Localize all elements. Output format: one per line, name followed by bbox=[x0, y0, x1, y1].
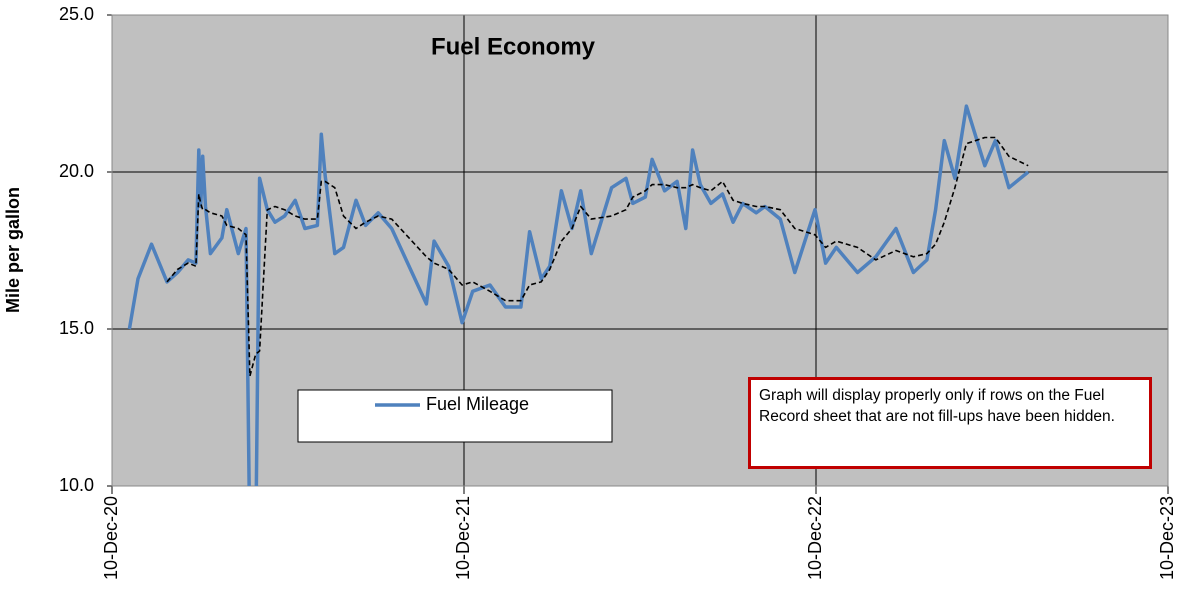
x-tick-label: 10-Dec-22 bbox=[805, 496, 825, 580]
x-tick-label: 10-Dec-21 bbox=[453, 496, 473, 580]
x-tick-label: 10-Dec-23 bbox=[1157, 496, 1177, 580]
legend-box bbox=[297, 389, 613, 443]
plot-layer: 10.0 15.0 20.0 25.0 10-Dec-20 10-Dec-21 10-Dec… bbox=[59, 4, 1177, 580]
chart-title: Fuel Economy bbox=[431, 33, 596, 60]
plot-border bbox=[111, 14, 1169, 487]
y-tick-label: 10.0 bbox=[59, 475, 94, 495]
y-axis-label: Mile per gallon bbox=[3, 187, 23, 313]
y-tick-label: 15.0 bbox=[59, 318, 94, 338]
x-tick-label: 10-Dec-20 bbox=[101, 496, 121, 580]
trend-line bbox=[166, 136, 1029, 377]
y-tick-label: 20.0 bbox=[59, 161, 94, 181]
annotation-box: Graph will display properly only if rows… bbox=[748, 377, 1152, 469]
y-tick-label: 25.0 bbox=[59, 4, 94, 24]
legend-label: Fuel Mileage bbox=[426, 394, 529, 414]
series-line bbox=[127, 104, 1030, 486]
